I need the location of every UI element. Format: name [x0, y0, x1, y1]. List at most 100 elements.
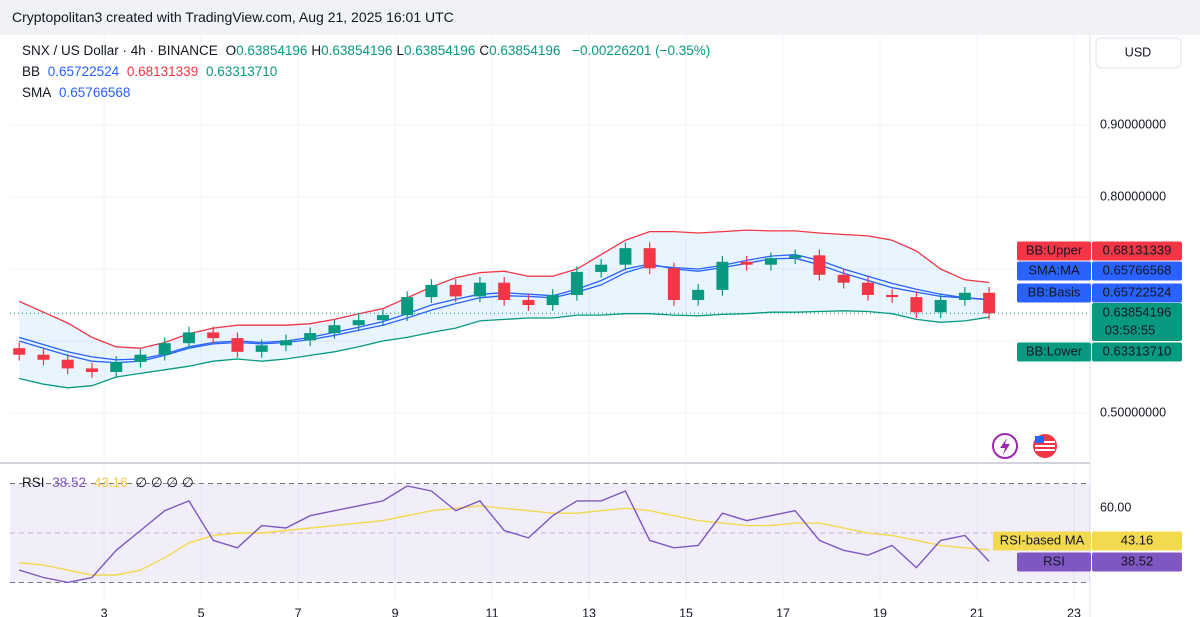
candle-body	[716, 261, 729, 290]
candle-body	[498, 282, 511, 300]
flag-canton	[1035, 436, 1044, 443]
legend-rsi: RSI 38.52 43.16 ∅ ∅ ∅ ∅	[22, 475, 198, 491]
candle-body	[425, 284, 438, 298]
candle-body	[182, 332, 195, 344]
ohlc-value: 0.63854196	[321, 43, 393, 58]
change: −0.00226201 (−0.35%)	[572, 43, 711, 58]
candle-body	[764, 258, 777, 265]
x-tick-label: 9	[392, 606, 399, 617]
x-tick-label: 21	[970, 606, 984, 617]
sma-label: SMA	[22, 85, 52, 100]
candle-body	[934, 299, 947, 313]
candle-body	[910, 297, 923, 313]
indicator-line	[18, 229, 990, 349]
x-tick-label: 19	[873, 606, 887, 617]
currency[interactable]: USD	[1125, 45, 1151, 59]
candle-body	[740, 261, 753, 265]
ohlc-key: L	[396, 43, 404, 58]
candle-body	[279, 340, 292, 346]
symbol: SNX / US Dollar · 4h · BINANCE	[22, 43, 218, 58]
x-tick-label: 7	[295, 606, 302, 617]
badge-value: 38.52	[1121, 553, 1154, 568]
badge-name-bg	[1017, 552, 1091, 572]
candle-body	[522, 299, 535, 306]
rsi-extra: ∅ ∅ ∅ ∅	[135, 475, 194, 490]
last-price-bg	[1092, 303, 1182, 341]
rsi-line	[18, 485, 990, 584]
bb-label: BB	[22, 64, 41, 79]
badge-value: 0.65722524	[1103, 284, 1172, 299]
badge-name: RSI-based MA	[1000, 532, 1085, 547]
bb-lower: 0.63313710	[205, 64, 278, 79]
candle-body	[837, 274, 850, 283]
bb-basis: 0.65722524	[47, 64, 120, 79]
candle-body	[667, 268, 680, 300]
candle-body	[61, 359, 74, 369]
badge-name-bg	[1017, 241, 1091, 261]
badge-value-bg	[1092, 342, 1182, 362]
candle-body	[692, 289, 705, 300]
ohlc-value: 0.63854196	[236, 43, 308, 58]
indicator-line	[19, 310, 990, 389]
countdown: 03:58:55	[1105, 322, 1156, 337]
lightning-glyph	[1000, 438, 1010, 455]
rsi-ma-value: 43.16	[93, 475, 128, 490]
candle-body	[328, 325, 341, 334]
candle-body	[983, 292, 996, 314]
candle-body	[595, 264, 608, 272]
badge-value: 43.16	[1121, 532, 1154, 547]
x-tick-label: 5	[198, 606, 205, 617]
x-tick-label: 17	[776, 606, 790, 617]
badge-name: BB:Lower	[1026, 343, 1083, 358]
ohlc-value: 0.63854196	[404, 43, 476, 58]
legend-sma: SMA 0.65766568	[22, 85, 134, 100]
x-tick-label: 23	[1067, 606, 1081, 617]
bb-upper: 0.68131339	[126, 64, 199, 79]
watermark-bar: Cryptopolitan3 created with TradingView.…	[0, 0, 1200, 35]
ohlc-key: H	[311, 43, 322, 58]
last-price: 0.63854196	[1103, 304, 1172, 319]
badge-value-bg	[1092, 531, 1182, 551]
sma-value: 0.65766568	[59, 85, 131, 100]
chart-frame: USD 0.50000000 0.80000000 0.90000000 3 5 7 9 11…	[0, 35, 1200, 617]
badge-name: BB:Basis	[1028, 284, 1081, 299]
candle-body	[158, 343, 171, 355]
y-tick-label: 0.50000000	[1100, 405, 1166, 419]
candle-body	[886, 294, 899, 298]
currency-button[interactable]	[1095, 37, 1182, 69]
candle-body	[401, 297, 414, 316]
y-tick-label: 60.00	[1100, 501, 1131, 515]
candle-body	[37, 354, 50, 360]
x-tick-label: 3	[101, 606, 108, 617]
ohlc-key: O	[225, 43, 237, 58]
badge-value-bg	[1092, 552, 1182, 572]
candle-body	[958, 292, 971, 300]
badge-value-bg	[1092, 241, 1182, 261]
candle-body	[789, 255, 802, 259]
badge-name-bg	[1017, 261, 1091, 281]
rsi-line	[19, 505, 990, 576]
y-tick-label: 0.80000000	[1100, 189, 1166, 203]
watermark: Cryptopolitan3 created with TradingView.…	[12, 9, 454, 25]
badge-name-bg	[1017, 283, 1091, 303]
candle-body	[643, 248, 656, 269]
candle-body	[376, 315, 389, 321]
candle-body	[110, 361, 123, 372]
candle-body	[619, 248, 632, 265]
candle-body	[570, 271, 583, 295]
x-tick-label: 11	[486, 606, 499, 617]
x-tick-label: 13	[582, 606, 596, 617]
badge-name-bg	[1017, 342, 1091, 362]
candle-body	[352, 320, 365, 326]
candle-body	[13, 348, 26, 355]
y-tick-label: 0.90000000	[1100, 117, 1166, 131]
rsi-label: RSI	[22, 475, 45, 490]
badge-name: RSI	[1043, 553, 1065, 568]
badge-value-bg	[1092, 261, 1182, 281]
badge-value-bg	[1092, 283, 1182, 303]
candle-body	[85, 368, 98, 372]
ohlc-value: 0.63854196	[489, 43, 561, 58]
candle-body	[449, 284, 462, 297]
candle-body	[473, 282, 486, 297]
